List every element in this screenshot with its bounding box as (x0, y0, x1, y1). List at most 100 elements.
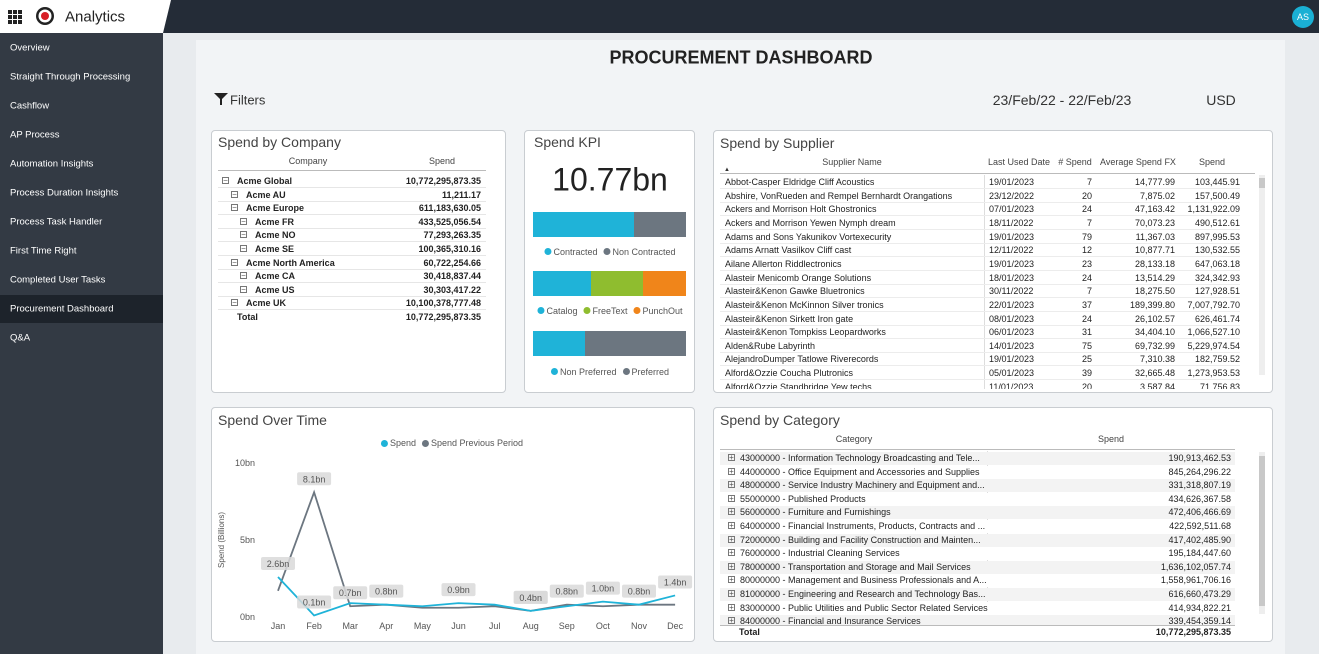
nav-item[interactable]: Automation Insights (10, 158, 94, 170)
row-band (720, 560, 1235, 574)
data-label-bg (297, 595, 332, 609)
data-label-bg (513, 590, 548, 604)
row-band (720, 533, 1235, 547)
category-spend: 195,184,447.60 (1168, 548, 1231, 559)
legend-dot (421, 439, 429, 447)
row-line (218, 282, 486, 284)
data-label-bg (549, 584, 584, 598)
expand-toggle: + (728, 466, 735, 476)
supplier-cell: 20 (1081, 190, 1092, 201)
legend-label: FreeText (592, 306, 628, 316)
panel-title: Spend by Category (720, 412, 840, 428)
top-bar (0, 0, 1319, 33)
legend-dot (583, 307, 591, 314)
supplier-cell: 12/11/2022 (989, 245, 1034, 256)
supplier-cell: 23/12/2022 (989, 190, 1035, 201)
x-tick-label: Dec (667, 621, 684, 631)
category-spend: 190,913,462.53 (1168, 453, 1231, 463)
company-spend: 77,293,263.35 (423, 230, 481, 241)
company-spend: 100,365,310.16 (418, 244, 481, 254)
expand-toggle: − (240, 244, 247, 253)
supplier-cell: 157,500.49 (1194, 190, 1240, 201)
supplier-cell: 13,514.29 (1134, 272, 1175, 283)
date-range: 23/Feb/22 - 22/Feb/23 (992, 92, 1132, 108)
kpi-segment (585, 331, 686, 356)
row-line (218, 187, 486, 188)
supplier-cell: 897,995.53 (1194, 231, 1240, 242)
panel-title: Spend by Company (218, 134, 341, 150)
filters-label[interactable]: Filters (230, 92, 266, 108)
nav-item[interactable]: Process Duration Insights (10, 187, 119, 199)
nav-item[interactable]: Q&A (10, 332, 31, 344)
supplier-cell: 130,532.55 (1194, 245, 1240, 256)
legend-label: Contracted (553, 247, 598, 257)
legend-item: Spend Previous Period (421, 438, 523, 448)
supplier-cell: Adams Arnatt Vasilkov Cliff cast (725, 245, 852, 256)
company-name: Acme Global (237, 176, 293, 186)
column-header: Spend (428, 156, 456, 166)
nav-item[interactable]: Overview (10, 42, 50, 54)
scroll-thumb (1259, 178, 1265, 188)
y-tick-label: 5bn (240, 535, 255, 545)
supplier-cell: 626,461.74 (1194, 313, 1240, 324)
y-tick-label: 0bn (240, 612, 255, 622)
data-label-bg (441, 583, 476, 597)
supplier-cell: 19/01/2023 (989, 177, 1035, 187)
supplier-cell: 189,399.80 (1129, 299, 1175, 310)
expand-toggle: + (728, 561, 735, 571)
expand-toggle: + (728, 589, 735, 598)
legend-dot (603, 248, 611, 255)
supplier-cell: 7,310.38 (1139, 354, 1175, 365)
data-label: 0.8bn (556, 587, 579, 597)
category-name: 56000000 - Furniture and Furnishings (740, 507, 891, 518)
data-label: 0.7bn (339, 588, 362, 598)
supplier-cell: 47,163.42 (1134, 204, 1175, 215)
company-spend: 30,303,417.22 (423, 284, 481, 295)
x-tick-label: Oct (596, 621, 611, 631)
supplier-cell: 127,928.51 (1194, 286, 1240, 297)
company-name: Acme North America (246, 257, 335, 268)
nav-active (0, 295, 163, 323)
nav-item[interactable]: Straight Through Processing (10, 71, 131, 83)
supplier-cell: 647,063.18 (1194, 258, 1240, 269)
avatar[interactable]: AS (1292, 6, 1314, 28)
category-rows: +43000000 - Information Technology Broad… (720, 451, 1240, 625)
column-header: Spend (1198, 157, 1226, 167)
data-label: 1.0bn (592, 584, 615, 594)
row-line (218, 241, 486, 243)
nav-item[interactable]: Cashflow (10, 100, 50, 112)
category-name: 64000000 - Financial Instruments, Produc… (740, 521, 986, 531)
row-line (720, 242, 1240, 244)
row-line (218, 255, 486, 256)
supplier-cell: 182,759.52 (1194, 354, 1240, 365)
supplier-cell: Abshire, VonRueden and Rempel Bernhardt … (725, 190, 953, 201)
supplier-cell: 22/01/2023 (989, 299, 1035, 310)
expand-toggle: + (728, 548, 735, 558)
column-header: Supplier Name (822, 157, 882, 167)
supplier-cell: 7 (1086, 286, 1092, 297)
row-band (720, 452, 1235, 465)
nav-item[interactable]: First Time Right (10, 245, 77, 257)
row-line (720, 310, 1240, 312)
supplier-rows: Abbot-Casper Eldridge Cliff Acoustics 19/… (720, 175, 1255, 389)
supplier-cell: 7,875.02 (1139, 190, 1175, 201)
nav-item[interactable]: Procurement Dashboard (10, 303, 114, 315)
legend-item: Spend (380, 438, 416, 448)
nav-item[interactable]: Process Task Handler (10, 216, 103, 228)
kpi-segment (633, 212, 686, 237)
supplier-cell: 7,007,792.70 (1187, 299, 1240, 310)
supplier-cell: 69,732.99 (1134, 340, 1175, 351)
row-line (218, 295, 486, 297)
row-line (218, 214, 486, 216)
nav-item[interactable]: AP Process (10, 129, 60, 141)
total-label: Total (739, 627, 760, 637)
row-line (218, 268, 486, 270)
data-label: 0.8bn (375, 587, 398, 597)
nav-item[interactable]: Completed User Tasks (10, 274, 106, 286)
row-line (720, 269, 1240, 271)
category-name: 48000000 - Service Industry Machinery an… (740, 480, 985, 491)
supplier-cell: 14/01/2023 (989, 340, 1035, 351)
supplier-cell: Alford&Ozzie Coucha Plutronics (725, 368, 854, 379)
supplier-cell: Alasteir&Kenon Gawke Bluetronics (725, 286, 865, 297)
